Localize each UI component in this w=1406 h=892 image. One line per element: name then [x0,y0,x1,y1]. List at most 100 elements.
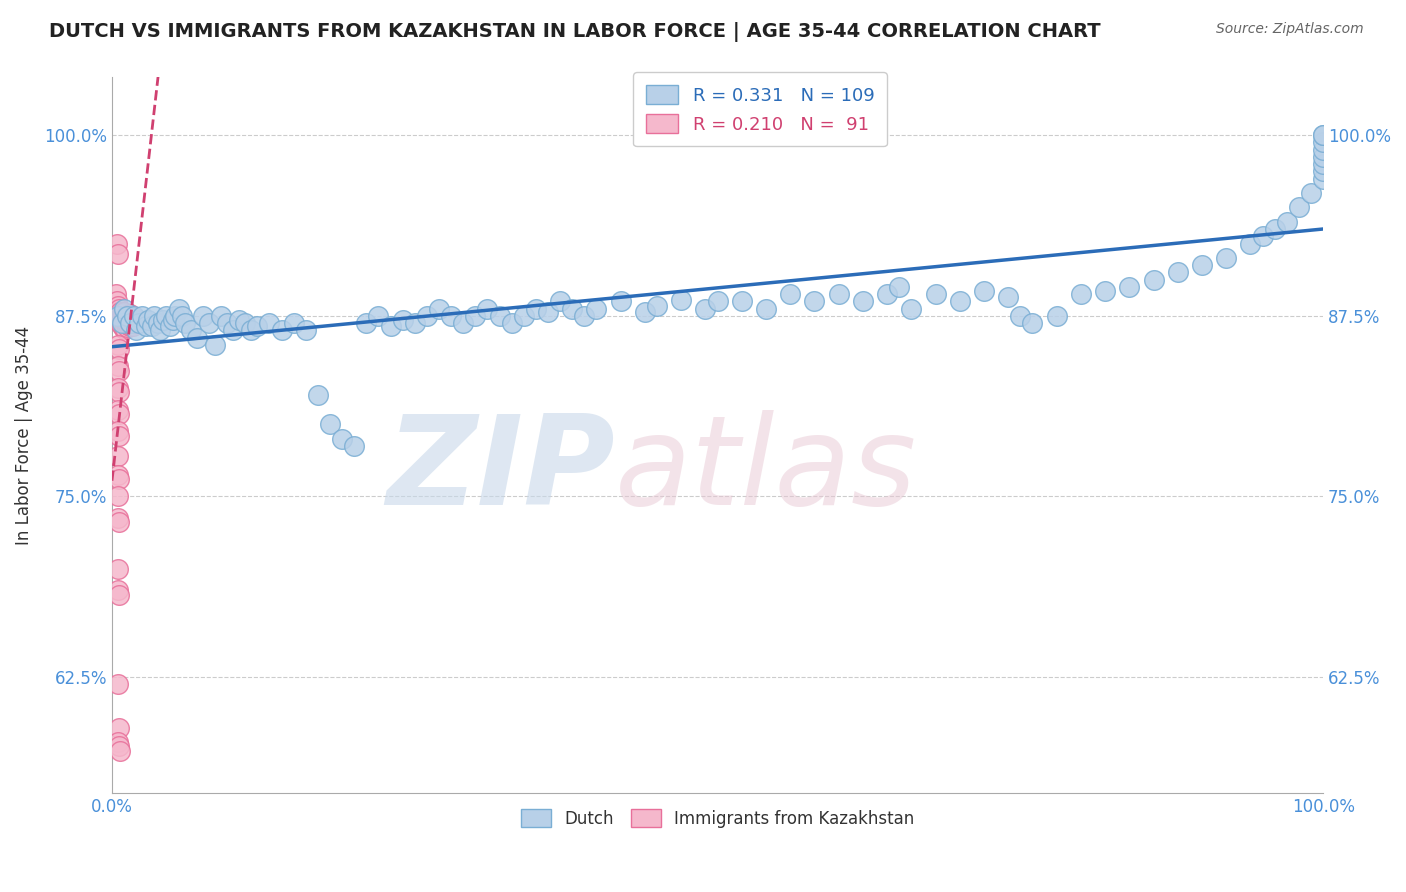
Point [108,516,131,530]
Point [294,323,316,337]
Point [120,307,142,321]
Point [122,316,145,330]
Point [1312,150,1334,164]
Point [107,304,129,318]
Point [155,309,177,323]
Point [152,313,174,327]
Point [391,313,413,327]
Point [120,318,142,332]
Point [464,309,486,323]
Point [107,511,129,525]
Point [121,318,143,333]
Point [755,301,778,316]
Point [112,310,135,325]
Text: atlas: atlas [614,410,917,532]
Point [1215,251,1237,265]
Point [180,323,202,337]
Point [259,316,281,330]
Point [1021,316,1043,330]
Point [111,309,134,323]
Point [131,309,153,323]
Point [143,309,166,323]
Point [107,337,129,351]
Text: ZIP: ZIP [385,410,614,532]
Point [356,316,378,330]
Point [107,425,129,439]
Point [108,364,131,378]
Point [115,309,138,323]
Point [117,311,139,326]
Point [163,309,186,323]
Point [524,301,547,316]
Point [477,301,499,316]
Point [108,407,131,421]
Point [110,304,132,318]
Point [114,316,136,330]
Point [107,309,129,323]
Point [1312,128,1334,143]
Point [949,294,972,309]
Point [609,294,631,309]
Point [107,562,129,576]
Legend: Dutch, Immigrants from Kazakhstan: Dutch, Immigrants from Kazakhstan [515,803,921,834]
Point [488,309,510,323]
Point [146,316,169,330]
Point [162,313,184,327]
Point [108,385,131,400]
Point [125,316,148,330]
Point [513,309,536,323]
Point [159,318,181,333]
Point [827,287,849,301]
Point [1251,229,1274,244]
Point [111,313,134,327]
Point [110,744,132,758]
Point [1167,265,1189,279]
Point [111,318,134,333]
Point [107,449,129,463]
Point [108,739,131,754]
Point [108,721,131,735]
Point [118,315,141,329]
Point [1239,236,1261,251]
Point [1046,309,1069,323]
Point [135,318,157,333]
Point [240,323,263,337]
Point [107,467,129,482]
Point [427,301,450,316]
Point [107,299,129,313]
Point [124,313,146,327]
Point [167,301,190,316]
Point [108,301,131,316]
Point [706,294,728,309]
Point [111,315,134,329]
Point [283,316,305,330]
Point [695,301,717,316]
Point [120,318,142,333]
Point [112,316,135,330]
Point [136,313,159,327]
Point [246,318,269,333]
Point [416,309,439,323]
Point [548,294,571,309]
Point [1275,215,1298,229]
Point [204,337,226,351]
Point [1312,171,1334,186]
Point [852,294,875,309]
Point [128,316,150,330]
Point [120,311,142,326]
Point [924,287,946,301]
Point [115,315,138,329]
Point [501,316,523,330]
Point [122,310,145,325]
Point [973,285,995,299]
Point [270,323,292,337]
Point [451,316,474,330]
Point [111,307,134,321]
Point [1312,164,1334,178]
Point [125,323,148,337]
Text: DUTCH VS IMMIGRANTS FROM KAZAKHSTAN IN LABOR FORCE | AGE 35-44 CORRELATION CHART: DUTCH VS IMMIGRANTS FROM KAZAKHSTAN IN L… [49,22,1101,42]
Point [731,294,754,309]
Point [215,316,238,330]
Point [561,301,583,316]
Point [537,304,560,318]
